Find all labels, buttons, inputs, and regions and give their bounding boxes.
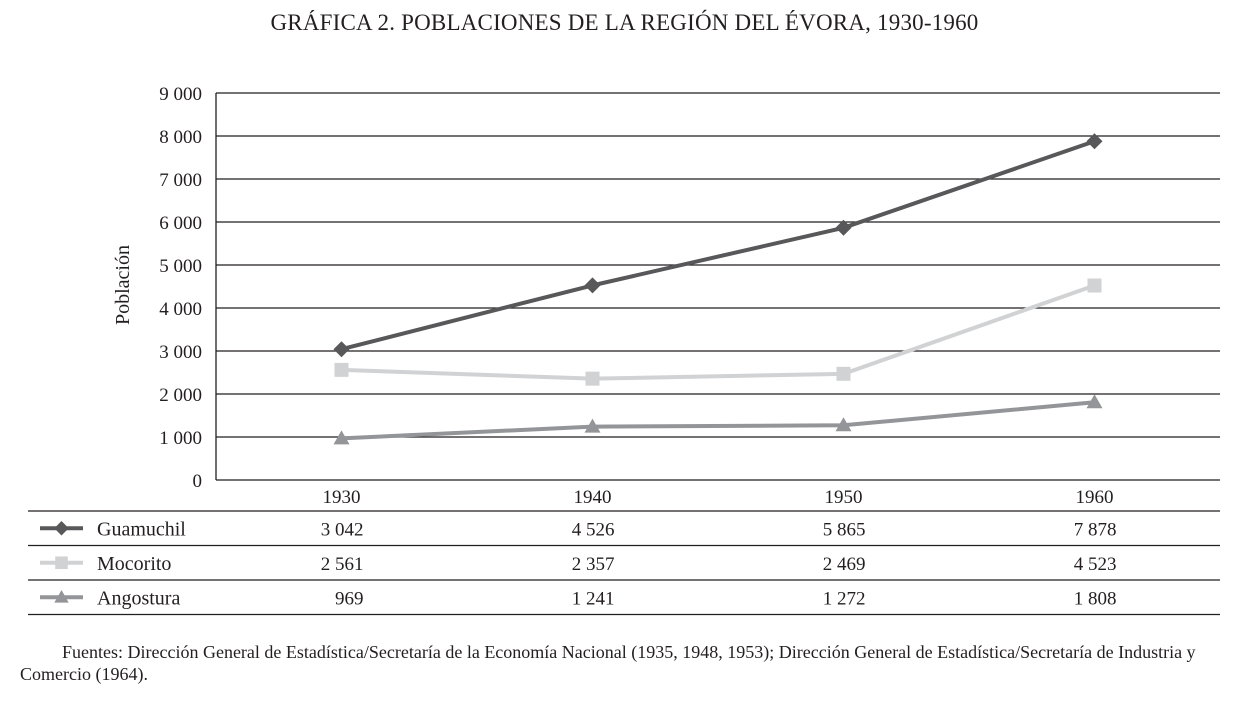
table-cell: 2 561 [321, 554, 364, 575]
y-tick-labels: 0 1 000 2 000 3 000 4 000 5 000 6 000 7 000 8 00… [159, 84, 202, 492]
table-row: Guamuchil 3 042 4 526 5 865 7 878 [40, 518, 1117, 540]
gridlines [216, 92, 1220, 438]
legend-label: Angostura [97, 587, 180, 609]
data-point [835, 417, 852, 432]
series-lines [333, 133, 1103, 445]
table-cell: 1 808 [1074, 588, 1117, 609]
y-tick-label: 5 000 [159, 256, 202, 277]
data-point [1086, 133, 1103, 150]
series-guamuchil [333, 133, 1103, 358]
table-cell: 4 526 [572, 519, 615, 540]
x-tick-label: 1960 [1076, 487, 1114, 508]
y-tick-label: 0 [193, 471, 203, 492]
series-line [341, 283, 1096, 381]
table-cell: 2 469 [823, 554, 866, 575]
y-axis-label: Población [112, 245, 134, 325]
table-cell: 2 357 [572, 554, 615, 575]
table-cell: 1 272 [823, 588, 866, 609]
table-cell: 1 241 [572, 588, 615, 609]
series-angostura [333, 394, 1103, 445]
chart-title: GRÁFICA 2. POBLACIONES DE LA REGIÓN DEL … [270, 10, 979, 35]
data-point [333, 341, 350, 358]
series-line [341, 139, 1096, 352]
data-point [585, 371, 600, 386]
y-tick-label: 9 000 [159, 84, 202, 105]
table-cell: 3 042 [321, 519, 364, 540]
table-cell: 4 523 [1074, 554, 1117, 575]
table-cell: 969 [335, 588, 364, 609]
y-tick-label: 1 000 [159, 428, 202, 449]
data-point [1087, 278, 1102, 293]
x-tick-label: 1950 [825, 487, 863, 508]
x-tick-label: 1940 [574, 487, 612, 508]
x-tick-label: 1930 [323, 487, 361, 508]
axes [215, 93, 1220, 481]
data-point [836, 366, 851, 381]
data-point [584, 277, 601, 294]
y-tick-label: 3 000 [159, 342, 202, 363]
line-chart: 0 1 000 2 000 3 000 4 000 5 000 6 000 7 000 8 00… [28, 84, 1220, 616]
source-note: Fuentes: Dirección General de Estadístic… [20, 642, 1196, 684]
series-mocorito [334, 278, 1102, 386]
legend-label: Guamuchil [97, 518, 186, 540]
legend-swatch-diamond-icon [40, 521, 83, 536]
table-row: Angostura 969 1 241 1 272 1 808 [40, 587, 1117, 609]
legend-label: Mocorito [97, 553, 171, 575]
table-cell: 7 878 [1074, 519, 1117, 540]
data-point [333, 430, 350, 445]
data-point [835, 219, 852, 236]
series-line [341, 400, 1095, 441]
data-point [584, 418, 601, 433]
table-cell: 5 865 [823, 519, 866, 540]
legend-swatch-square-icon [40, 556, 83, 570]
legend-marker [55, 556, 68, 570]
data-point [1086, 394, 1103, 409]
y-tick-label: 6 000 [159, 213, 202, 234]
data-point [334, 362, 349, 377]
legend-marker [54, 521, 69, 536]
legend-marker [54, 590, 69, 603]
table-row: Mocorito 2 561 2 357 2 469 4 523 [40, 553, 1117, 575]
y-tick-label: 8 000 [159, 127, 202, 148]
y-tick-label: 4 000 [159, 299, 202, 320]
y-tick-label: 7 000 [159, 170, 202, 191]
legend-swatch-triangle-icon [40, 590, 83, 603]
y-tick-label: 2 000 [159, 385, 202, 406]
data-table: 1930 1940 1950 1960 Guamuchil 3 042 4 526 5 865… [28, 487, 1220, 616]
